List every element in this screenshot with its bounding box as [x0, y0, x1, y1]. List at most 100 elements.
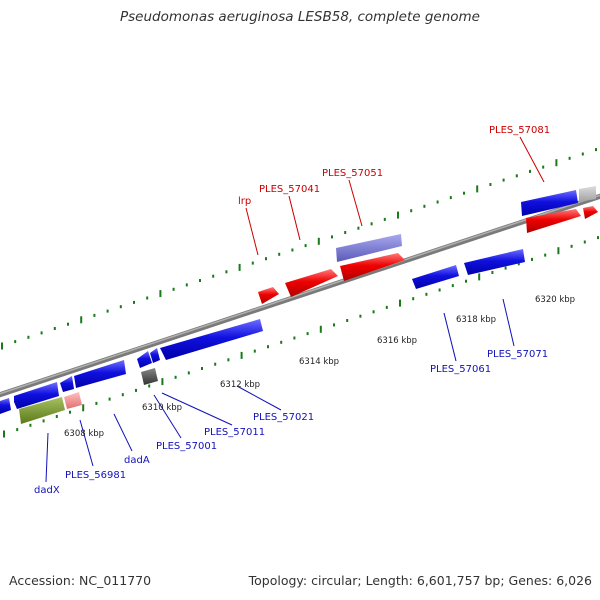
inner-minor-tick: [201, 367, 203, 370]
leader-lrp: [245, 207, 259, 256]
outer-minor-tick: [265, 257, 267, 261]
inner-minor-tick: [597, 236, 599, 240]
gene-left-edge[interactable]: [0, 398, 11, 414]
reverse-gene-labels: dadX PLES_56981 dadA PLES_57001 PLES_570…: [34, 349, 548, 496]
outer-minor-tick: [502, 178, 505, 182]
outer-major-tick: [159, 290, 162, 298]
outer-minor-tick: [568, 156, 571, 160]
outer-minor-tick: [383, 217, 386, 221]
outer-minor-tick: [581, 152, 584, 156]
label-ples-57061[interactable]: PLES_57061: [430, 364, 491, 375]
gene-ples-57011-dark[interactable]: [141, 368, 158, 385]
leader-ples-56981: [79, 419, 94, 467]
inner-minor-tick: [425, 292, 428, 296]
outer-minor-tick: [304, 244, 307, 248]
inner-minor-tick: [253, 349, 256, 353]
leader-dadx: [45, 432, 49, 483]
outer-major-tick: [397, 211, 399, 219]
inner-minor-tick: [55, 415, 58, 418]
leader-ples-57081: [519, 136, 545, 183]
inner-minor-tick: [451, 284, 454, 288]
outer-minor-tick: [278, 252, 281, 256]
label-lrp[interactable]: lrp: [238, 196, 251, 207]
leader-ples-57001: [153, 394, 182, 439]
gene-ples-57051-extra[interactable]: [336, 234, 402, 262]
inner-minor-tick: [174, 375, 177, 379]
label-ples-57041[interactable]: PLES_57041: [259, 184, 320, 195]
tick-label-6318: 6318 kbp: [456, 315, 496, 325]
inner-minor-tick: [95, 401, 98, 405]
inner-minor-tick: [148, 384, 151, 388]
outer-minor-tick: [463, 191, 465, 195]
gene-ples-56981-pink[interactable]: [64, 392, 82, 409]
tick-label-6314: 6314 kbp: [299, 357, 339, 367]
inner-minor-tick: [214, 362, 217, 366]
outer-minor-tick: [185, 283, 188, 287]
forward-gene-labels: lrp PLES_57041 PLES_57051 PLES_57081: [238, 125, 550, 207]
outer-minor-tick: [251, 261, 254, 265]
inner-minor-tick: [108, 397, 111, 401]
gene-right-gray[interactable]: [579, 186, 596, 202]
outer-minor-tick: [357, 226, 360, 230]
label-leaders: [45, 136, 545, 483]
outer-minor-tick: [225, 270, 228, 274]
inner-minor-tick: [544, 253, 547, 257]
outer-major-tick: [476, 185, 479, 193]
outer-major-tick: [238, 263, 241, 271]
gene-ples-57021[interactable]: [160, 319, 263, 360]
label-ples-57051[interactable]: PLES_57051: [322, 168, 383, 179]
genome-title: Pseudomonas aeruginosa LESB58, complete …: [120, 9, 480, 25]
inner-minor-tick: [227, 358, 230, 362]
gene-ples-57071[interactable]: [464, 249, 525, 275]
label-ples-57021[interactable]: PLES_57021: [253, 412, 314, 423]
label-dada[interactable]: dadA: [124, 455, 150, 466]
gene-ples-57041[interactable]: [285, 269, 338, 297]
genome-backbone: [0, 193, 600, 398]
inner-minor-tick: [517, 262, 520, 266]
gene-dadx[interactable]: [14, 382, 59, 409]
leader-ples-57011: [161, 392, 233, 426]
gene-ples-57011[interactable]: [150, 348, 160, 363]
inner-minor-tick: [438, 288, 441, 292]
inner-minor-tick: [465, 279, 467, 283]
outer-minor-tick: [436, 200, 439, 204]
inner-minor-tick: [280, 340, 283, 344]
label-ples-57011[interactable]: PLES_57011: [204, 427, 265, 438]
label-ples-57071[interactable]: PLES_57071: [487, 349, 548, 360]
outer-minor-tick: [542, 165, 545, 169]
gene-right-fwd-small[interactable]: [583, 206, 598, 219]
label-dadx[interactable]: dadX: [34, 485, 60, 496]
gene-dada[interactable]: [74, 360, 126, 388]
outer-minor-tick: [27, 335, 30, 339]
outer-major-tick: [1, 342, 3, 350]
inner-minor-tick: [135, 388, 137, 392]
gene-dadx-olive[interactable]: [19, 397, 65, 424]
leader-ples-57071: [502, 298, 515, 347]
tick-label-6312: 6312 kbp: [220, 380, 260, 390]
outer-minor-tick: [423, 204, 426, 208]
inner-minor-tick: [333, 323, 335, 327]
leader-ples-57051: [348, 179, 363, 227]
outer-minor-tick: [212, 274, 215, 278]
gene-ples-56981-blue[interactable]: [60, 376, 74, 392]
gene-ples-57061[interactable]: [412, 265, 459, 289]
outer-minor-tick: [119, 305, 122, 309]
inner-major-tick: [161, 378, 164, 386]
label-ples-57001[interactable]: PLES_57001: [156, 441, 217, 452]
inner-minor-tick: [504, 266, 507, 270]
reverse-strand-genes: [0, 249, 525, 424]
outer-major-tick: [317, 237, 320, 245]
inner-minor-tick: [16, 428, 19, 432]
label-ples-57081[interactable]: PLES_57081: [489, 125, 550, 136]
inner-minor-tick: [69, 410, 71, 414]
inner-minor-tick: [346, 319, 349, 322]
gene-ples-57081[interactable]: [526, 209, 581, 233]
leader-ples-57041: [288, 195, 301, 241]
outer-minor-tick: [106, 309, 109, 313]
gene-lrp[interactable]: [258, 287, 279, 304]
gene-ples-57051[interactable]: [340, 253, 405, 281]
gene-ples-57081-upper[interactable]: [521, 190, 578, 216]
label-ples-56981[interactable]: PLES_56981: [65, 470, 126, 481]
gene-ples-57001[interactable]: [137, 351, 152, 368]
inner-major-tick: [240, 351, 243, 359]
